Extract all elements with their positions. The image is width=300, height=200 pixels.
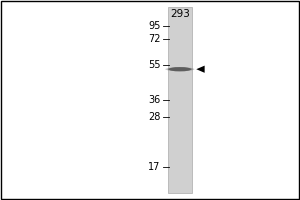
Ellipse shape <box>167 68 192 71</box>
Ellipse shape <box>169 67 191 71</box>
Text: 36: 36 <box>148 95 160 105</box>
Text: 28: 28 <box>148 112 160 122</box>
Text: 293: 293 <box>170 9 190 19</box>
Text: 95: 95 <box>148 21 160 31</box>
Ellipse shape <box>165 67 194 71</box>
Text: 55: 55 <box>148 60 161 70</box>
Text: 72: 72 <box>148 34 161 44</box>
Polygon shape <box>196 66 205 73</box>
Text: 17: 17 <box>148 162 160 172</box>
Bar <box>168 7 192 193</box>
